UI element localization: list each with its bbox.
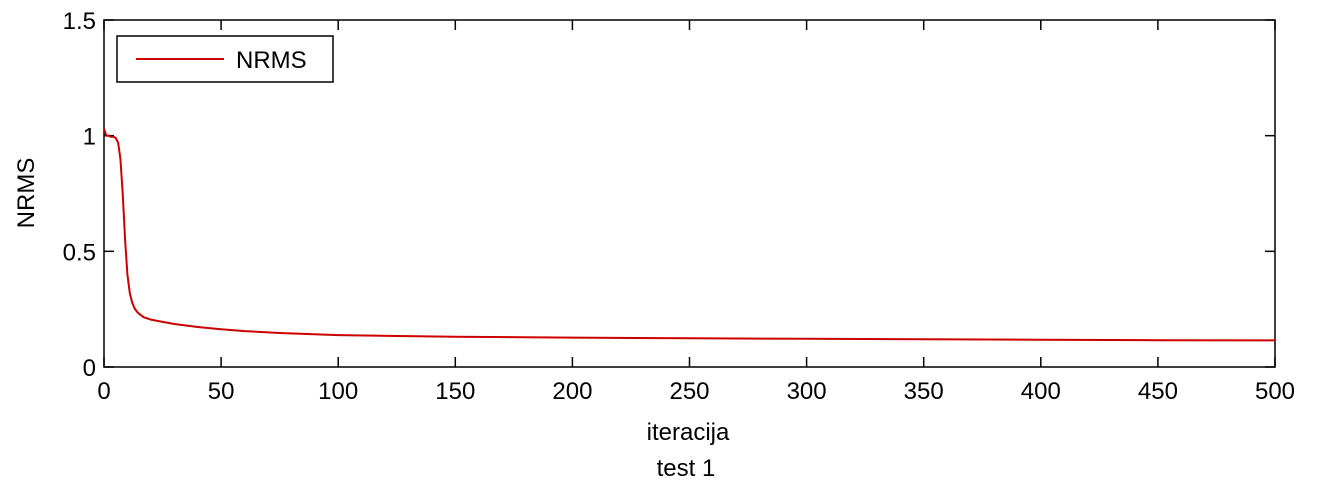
- x-tick-label: 450: [1138, 378, 1178, 405]
- x-tick-label: 150: [435, 378, 475, 405]
- x-axis-label: iteracija: [647, 419, 730, 446]
- y-tick-label: 1: [83, 124, 96, 151]
- y-tick-label: 0: [83, 355, 96, 382]
- y-tick-label: 1.5: [63, 8, 96, 35]
- x-tick-label: 0: [97, 378, 110, 405]
- chart-caption: test 1: [657, 455, 716, 482]
- x-tick-label: 400: [1021, 378, 1061, 405]
- x-tick-label: 250: [669, 378, 709, 405]
- x-tick-label: 100: [318, 378, 358, 405]
- x-tick-label: 300: [787, 378, 827, 405]
- y-axis-label: NRMS: [13, 158, 40, 229]
- tick-labels: 0 50 100 150 200 250 300 350 400 450 500 0 0.5 1 1.5: [63, 8, 1295, 405]
- legend: NRMS: [116, 35, 334, 83]
- x-tick-label: 200: [552, 378, 592, 405]
- series-line-nrms: [103, 128, 1276, 342]
- x-tick-label: 350: [904, 378, 944, 405]
- y-tick-label: 0.5: [63, 239, 96, 266]
- x-tick-label: 50: [208, 378, 235, 405]
- series-layer: [103, 128, 1276, 342]
- legend-label-nrms: NRMS: [236, 47, 307, 74]
- x-tick-label: 500: [1255, 378, 1295, 405]
- axis-ticks: [103, 19, 1276, 368]
